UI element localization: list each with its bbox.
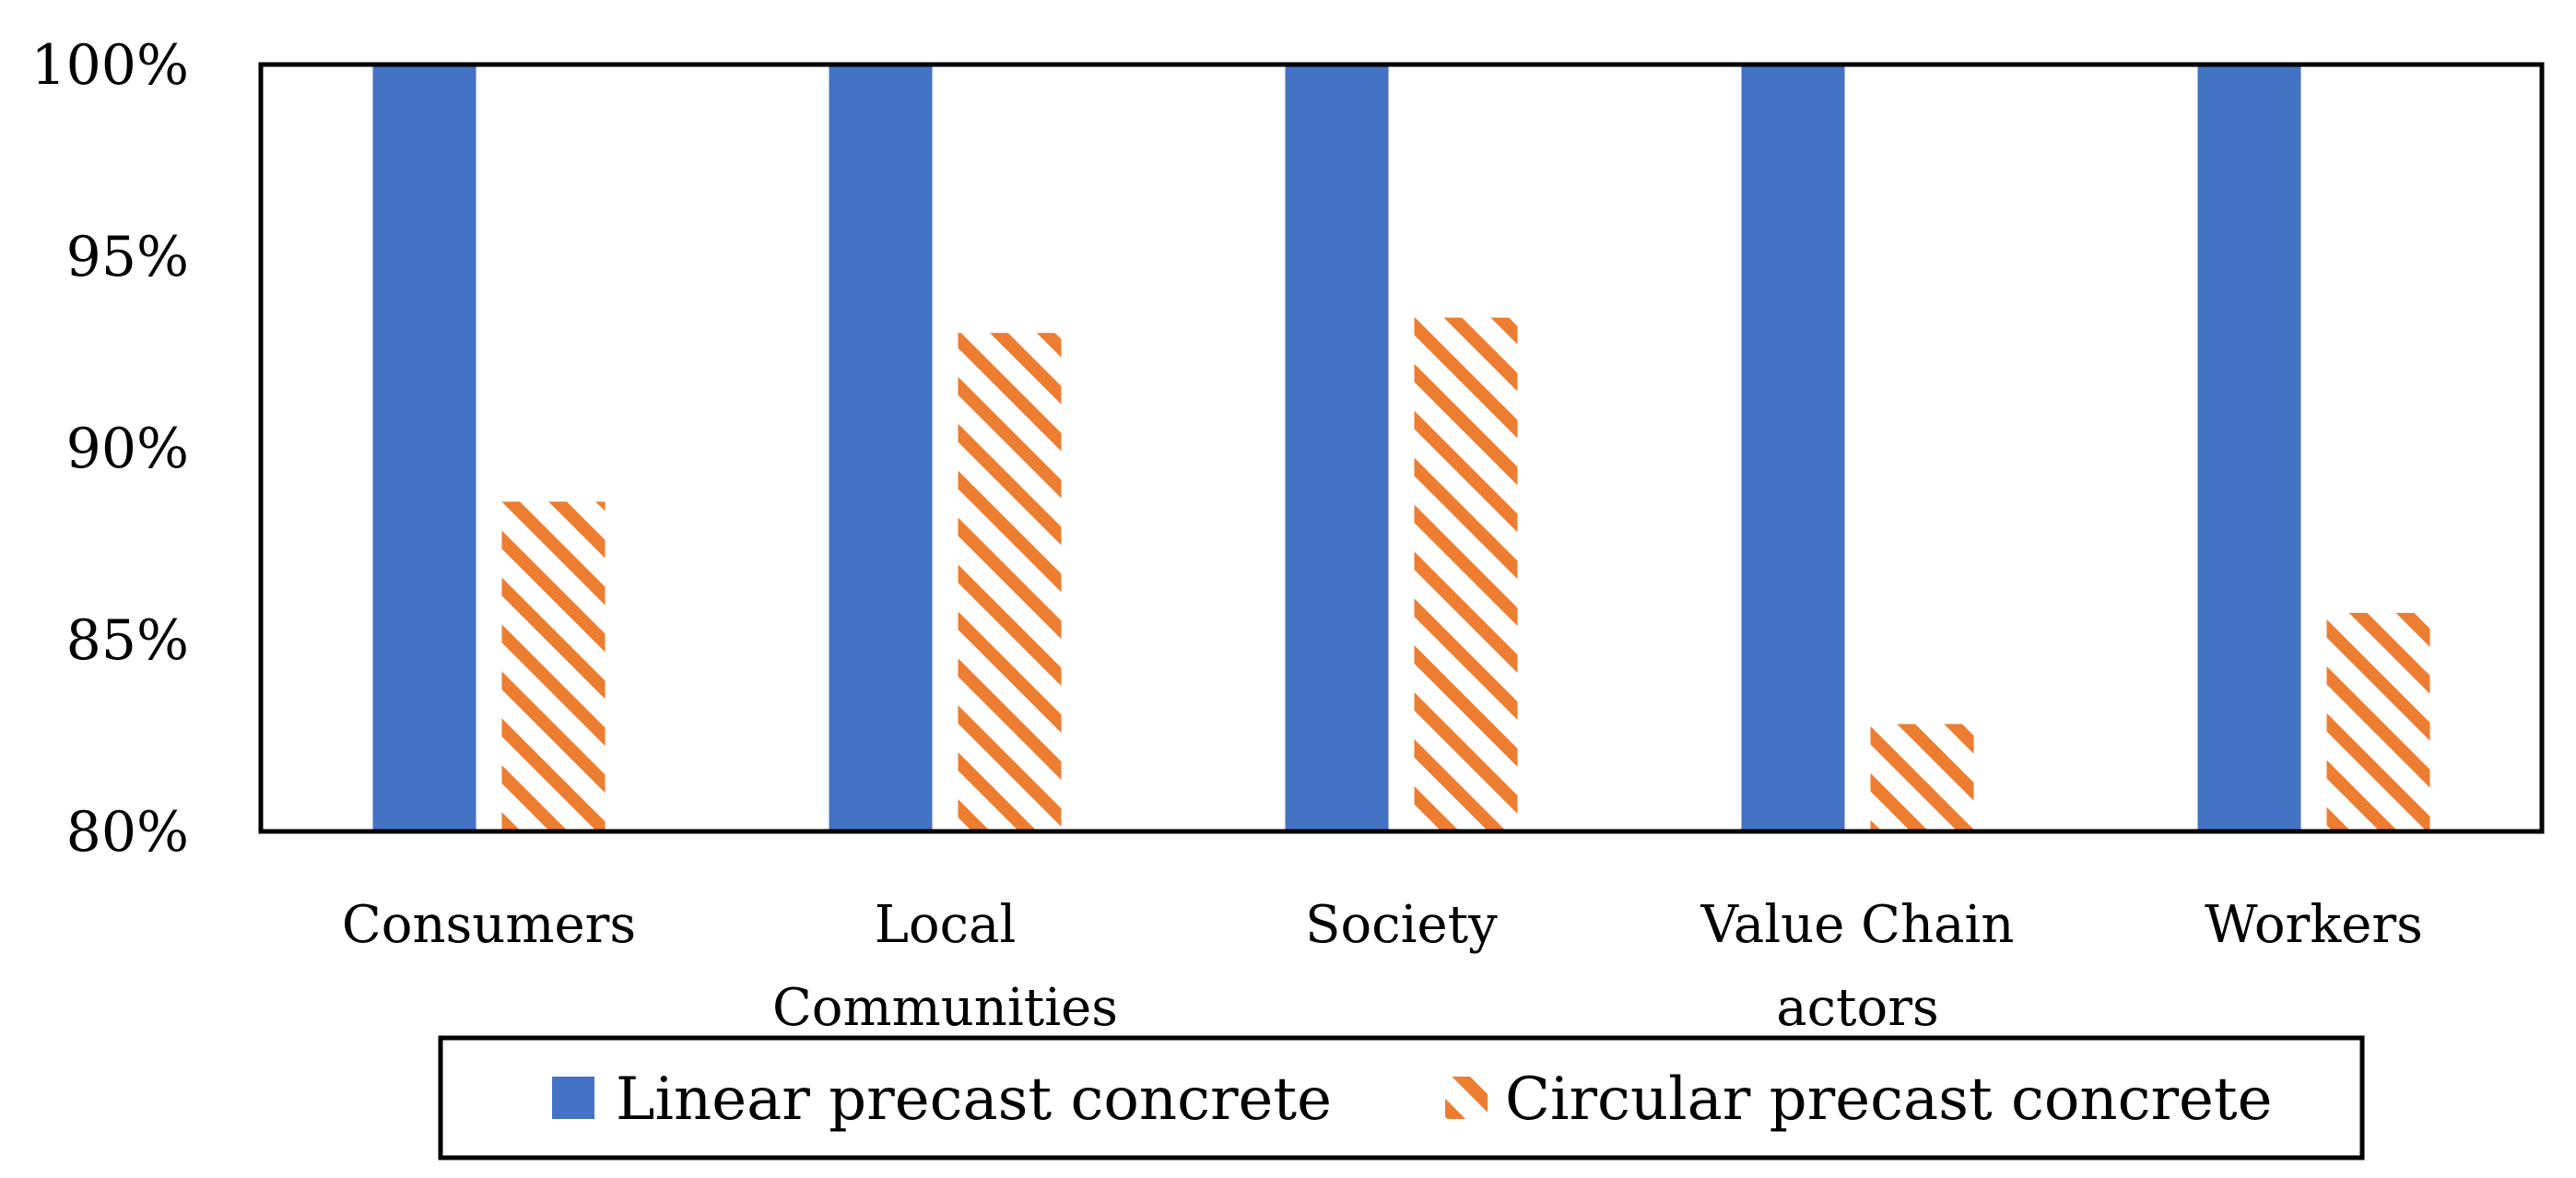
- bar-circular-1: [958, 333, 1062, 831]
- x-category-label: Communities: [772, 978, 1118, 1038]
- y-tick-label: 95%: [66, 225, 189, 289]
- legend-frame: [438, 1035, 2365, 1160]
- bar-circular-2: [1414, 317, 1518, 831]
- legend: Linear precast concrete Circular precast…: [438, 1035, 2365, 1160]
- bars-group: [372, 65, 2430, 831]
- y-axis-tick-labels: 80% 85% 90% 95% 100%: [30, 33, 189, 865]
- x-category-label: Society: [1305, 895, 1498, 955]
- bar-circular-3: [1870, 724, 1974, 831]
- x-axis-category-labels: Consumers Local Communities Society Value Ch…: [342, 895, 2423, 1038]
- x-category-label: actors: [1776, 978, 1938, 1038]
- legend-label-linear: Linear precast concrete: [616, 1066, 1332, 1134]
- legend-swatch-linear: [552, 1077, 594, 1119]
- y-tick-label: 100%: [30, 33, 189, 98]
- x-category-label: Workers: [2205, 895, 2423, 955]
- y-tick-label: 90%: [66, 417, 189, 481]
- x-category-label: Local: [875, 895, 1017, 955]
- y-tick-label: 80%: [66, 800, 189, 865]
- bar-circular-4: [2326, 612, 2430, 831]
- legend-swatch-circular: [1445, 1077, 1488, 1119]
- bar-linear-0: [372, 65, 476, 831]
- x-category-label: Consumers: [342, 895, 636, 955]
- x-category-label: Value Chain: [1700, 895, 2015, 955]
- legend-label-circular: Circular precast concrete: [1505, 1066, 2273, 1134]
- y-tick-label: 85%: [66, 608, 189, 673]
- bar-linear-2: [1285, 65, 1389, 831]
- bar-linear-3: [1741, 65, 1845, 831]
- plot-area-frame: [258, 62, 2545, 834]
- bar-linear-4: [2197, 65, 2301, 831]
- bar-linear-1: [829, 65, 933, 831]
- bar-circular-0: [501, 501, 606, 831]
